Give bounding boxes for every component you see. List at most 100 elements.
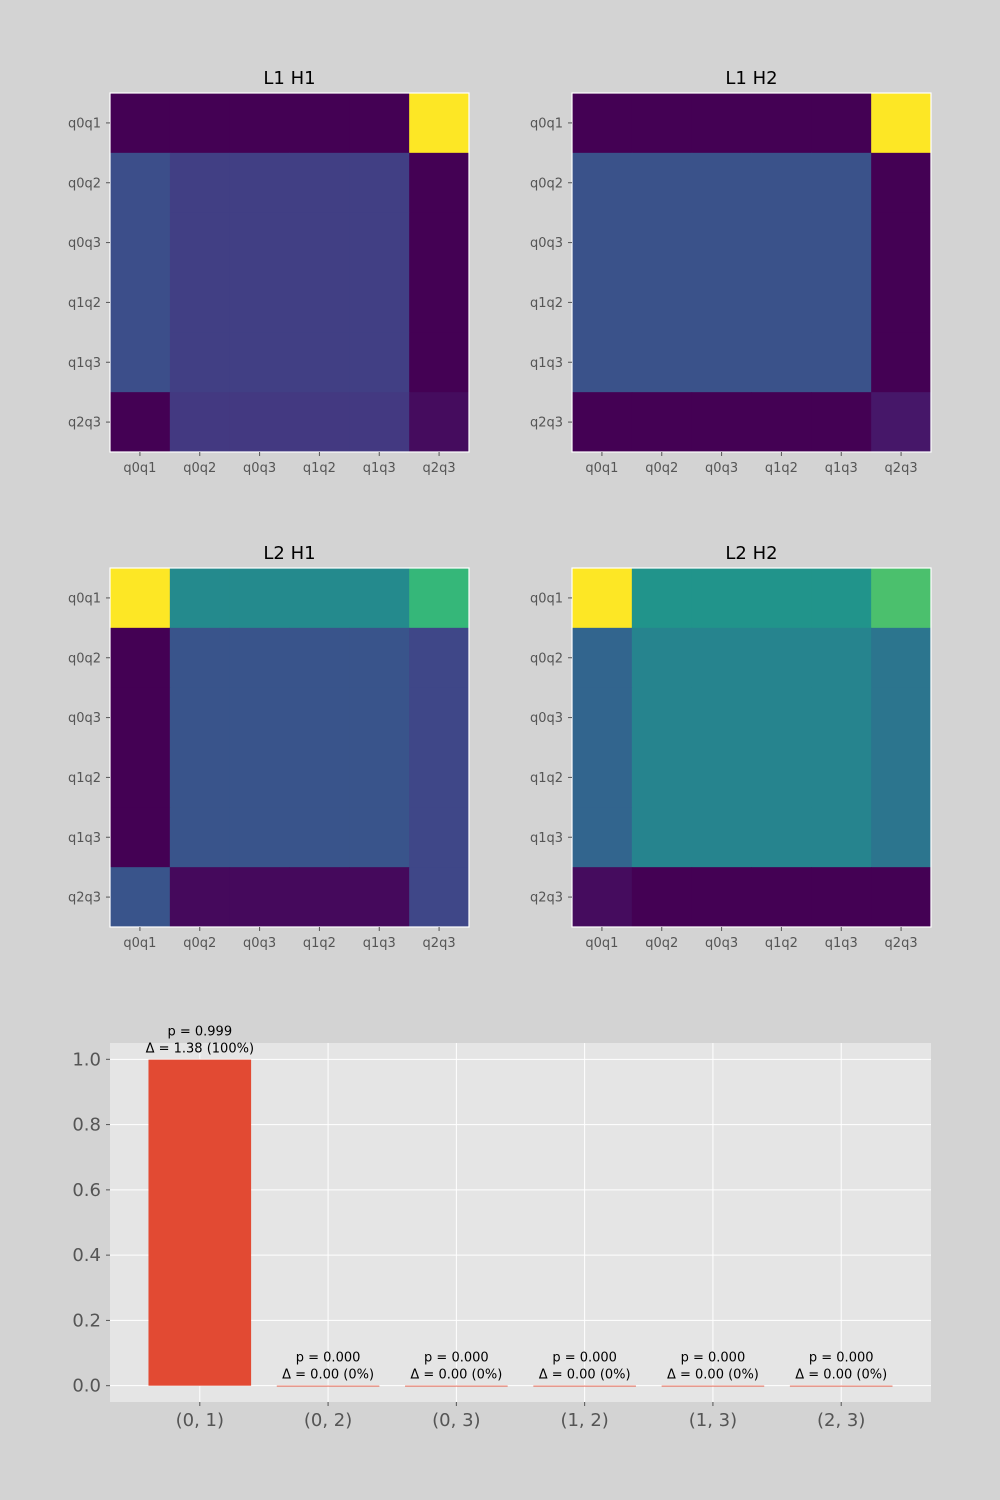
x-tick-label: q1q2 [303, 936, 336, 951]
heatmap-cell [572, 392, 633, 453]
heatmap-cell [751, 152, 812, 214]
heatmap-cell [751, 212, 812, 273]
heatmap-cell [631, 332, 693, 393]
heatmap-cell [871, 93, 932, 154]
heatmap-cell [691, 627, 752, 689]
x-tick-label: q1q2 [765, 461, 798, 476]
heatmap-cell [871, 807, 932, 868]
y-tick-label: q0q3 [530, 711, 563, 726]
x-tick-label: q0q2 [645, 461, 678, 476]
x-tick-label: q2q3 [885, 461, 918, 476]
y-tick-label: q0q2 [68, 651, 101, 666]
heatmap-cell [572, 272, 633, 333]
x-tick-label: (1, 2) [560, 1410, 608, 1431]
x-tick-label: q0q2 [183, 461, 216, 476]
x-tick-label: q1q3 [363, 461, 396, 476]
heatmap-cell [409, 272, 470, 333]
heatmap-cell [349, 568, 410, 629]
x-tick-label: (0, 2) [304, 1410, 352, 1431]
heatmap-cell [871, 687, 932, 748]
heatmap-cell [631, 93, 693, 154]
heatmap-frame [109, 92, 470, 453]
bar [276, 1385, 380, 1387]
bar-annotation: Δ = 0.00 (0%) [410, 1368, 502, 1383]
heatmap-cell [691, 807, 752, 868]
heatmap-cell [631, 152, 693, 214]
y-tick-label: q1q3 [68, 831, 101, 846]
heatmap-title: L1 H2 [725, 68, 777, 89]
heatmap-cell [811, 747, 872, 808]
heatmap-cell [229, 807, 290, 868]
heatmap-title: L2 H2 [725, 543, 777, 564]
heatmap-cell [110, 212, 171, 273]
heatmap-4: L2 H2 q0q1 q0q2 q0q3 q1q2 q1q3 q2q3 q0q1 q0q2 q0q… [530, 543, 932, 951]
heatmap-cell [572, 807, 633, 868]
heatmap-cell [229, 332, 290, 393]
heatmap-cell [169, 332, 231, 393]
heatmap-cell [631, 747, 693, 808]
heatmap-cell [110, 867, 171, 928]
heatmap-cell [751, 687, 812, 748]
heatmap-cell [409, 807, 470, 868]
heatmap-cell [229, 212, 290, 273]
heatmap-cell [811, 687, 872, 748]
y-tick-label: q1q3 [530, 356, 563, 371]
y-tick-label: q0q1 [530, 591, 563, 606]
x-tick-label: q2q3 [885, 936, 918, 951]
heatmap-cell [169, 152, 231, 214]
heatmap-cell [811, 332, 872, 393]
heatmap-cell [751, 93, 812, 154]
heatmap-cell [110, 568, 171, 629]
heatmap-cell [289, 212, 350, 273]
heatmap-cell [811, 272, 872, 333]
heatmap-cell [289, 392, 350, 453]
bar [405, 1385, 508, 1387]
heatmap-cell [169, 867, 231, 928]
heatmap-cell [289, 568, 350, 629]
heatmap-cell [871, 627, 932, 689]
x-tick-label: q0q2 [183, 936, 216, 951]
x-tick-label: q0q1 [585, 936, 618, 951]
heatmap-cell [349, 627, 410, 689]
y-tick-label: q2q3 [68, 891, 101, 906]
heatmap-cell [169, 212, 231, 273]
heatmap-cell [349, 212, 410, 273]
heatmap-cell [572, 687, 633, 748]
heatmap-cell [691, 687, 752, 748]
bar-annotation: Δ = 0.00 (0%) [667, 1368, 759, 1383]
heatmap-cell [349, 867, 410, 928]
heatmap-cell [572, 627, 633, 689]
heatmap-cell [751, 867, 812, 928]
y-tick-label: q0q1 [530, 116, 563, 131]
x-tick-label: q0q3 [705, 936, 738, 951]
heatmap-cell [691, 332, 752, 393]
heatmap-cell [691, 392, 752, 453]
heatmap-cell [289, 627, 350, 689]
x-tick-label: (2, 3) [817, 1410, 865, 1431]
heatmap-frame [571, 567, 932, 928]
x-tick-label: (1, 3) [689, 1410, 737, 1431]
heatmap-cell [409, 332, 470, 393]
y-tick-label: q2q3 [68, 416, 101, 431]
heatmap-cell [871, 568, 932, 629]
y-tick-label: 0.4 [72, 1245, 101, 1266]
heatmap-title: L1 H1 [263, 68, 315, 89]
heatmap-cell [572, 568, 633, 629]
heatmap-cell [110, 627, 171, 689]
x-tick-label: (0, 1) [176, 1410, 224, 1431]
heatmap-cell [751, 807, 812, 868]
heatmap-cell [349, 687, 410, 748]
heatmap-cell [631, 867, 693, 928]
y-tick-label: q0q2 [530, 651, 563, 666]
x-tick-label: q0q3 [705, 461, 738, 476]
heatmap-cell [751, 627, 812, 689]
heatmap-cell [229, 93, 290, 154]
heatmap-cell [169, 807, 231, 868]
x-tick-label: q2q3 [423, 936, 456, 951]
heatmap-cell [811, 568, 872, 629]
bar-annotation: p = 0.999 [167, 1025, 232, 1040]
heatmap-cell [691, 152, 752, 214]
heatmap-cell [289, 272, 350, 333]
bar-annotation: p = 0.000 [552, 1351, 617, 1366]
